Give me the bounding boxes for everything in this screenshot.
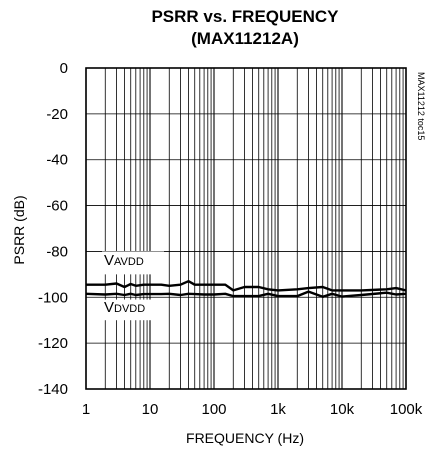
y-tick-label: -60 [46, 198, 68, 215]
y-axis-label: PSRR (dB) [11, 195, 27, 264]
x-tick-label: 10k [330, 401, 355, 418]
tick-labels: 1 10 100 1k 10k 100k 0 -20 -40 -60 -80 -100 -120 -140 [38, 60, 423, 418]
y-tick-label: -120 [38, 335, 68, 352]
chart-title: PSRR vs. FREQUENCY [151, 7, 339, 26]
y-tick-label: 0 [60, 60, 68, 77]
series-label-bg [102, 299, 164, 321]
x-tick-label: 100 [201, 401, 226, 418]
y-tick-label: -40 [46, 152, 68, 169]
y-tick-label: -140 [38, 381, 68, 398]
series-label-vavdd: VAVDD [104, 252, 144, 269]
x-tick-label: 1k [270, 401, 286, 418]
series-lines [85, 280, 407, 298]
x-tick-label: 10 [142, 401, 159, 418]
grid [85, 67, 406, 390]
series-label-vdvdd: VDVDD [104, 299, 145, 316]
x-tick-label: 1 [82, 401, 90, 418]
series-line-vdvdd [85, 290, 407, 298]
series-labels: VAVDD VDVDD [102, 251, 164, 321]
y-tick-label: -80 [46, 243, 68, 260]
x-axis-label: FREQUENCY (Hz) [186, 430, 304, 446]
plot-frame [85, 67, 407, 390]
figure-tag: MAX11212 toc15 [416, 72, 426, 140]
chart-subtitle: (MAX11212A) [191, 29, 299, 48]
y-tick-label: -100 [38, 289, 68, 306]
series-label-bg [102, 251, 164, 275]
series-line-vavdd [86, 280, 407, 292]
y-tick-label: -20 [46, 106, 68, 123]
x-tick-label: 100k [390, 401, 423, 418]
